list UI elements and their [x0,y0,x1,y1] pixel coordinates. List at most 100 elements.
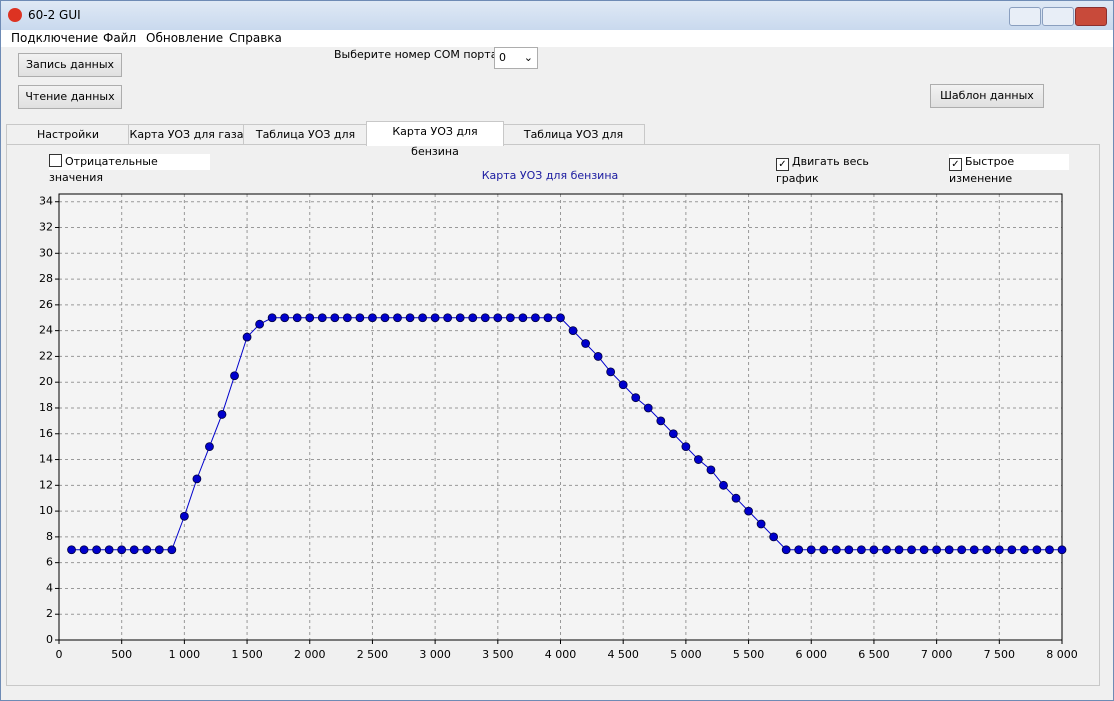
marker [932,545,942,555]
marker [1007,545,1017,555]
marker [631,393,641,403]
marker [894,545,904,555]
template-button[interactable]: Шаблон данных [930,84,1044,108]
marker [606,367,616,377]
checkbox-box: ✓ [949,158,962,171]
minimize-button[interactable] [1009,7,1041,26]
checkbox[interactable]: ✓ Быстрое изменение [949,154,1069,185]
marker [242,332,252,342]
dropdown-arrow: ⌄ [523,51,533,64]
marker [104,545,114,555]
chart-title: Карта УОЗ для бензина [482,169,619,182]
write-button[interactable]: Запись данных [18,53,122,77]
marker [493,313,503,323]
x-tick-label: 0 [56,648,63,661]
marker [668,429,678,439]
x-tick-label: 8 000 [1046,648,1078,661]
y-tick-label: 10 [39,504,53,517]
checkbox-label: Отрицательные значения [49,155,158,184]
marker [694,455,703,464]
marker [154,545,164,555]
marker [769,532,779,542]
marker [706,465,716,475]
app-icon [8,8,22,22]
marker [643,403,653,413]
menu-item[interactable]: Обновление [146,31,224,45]
marker [418,313,427,323]
menu-item[interactable]: Справка [229,31,282,45]
marker [831,545,841,555]
y-tick-label: 14 [39,453,53,466]
y-tick-label: 28 [39,272,53,285]
marker [719,480,728,490]
checkbox-label: Быстрое изменение [949,155,1015,185]
marker [556,313,565,323]
checkbox[interactable]: Отрицательные значения [49,154,210,184]
y-tick-label: 8 [46,530,53,543]
marker [819,545,829,555]
marker [380,313,390,323]
marker [117,545,127,555]
checkbox-box [49,154,62,167]
tab[interactable]: Карта УОЗ для газа [128,124,245,145]
marker [957,545,967,555]
marker [982,545,992,555]
maximize-button[interactable] [1042,7,1074,26]
x-tick-label: 5 500 [733,648,765,661]
window-title: 60-2 GUI [28,8,81,22]
marker [192,474,202,484]
marker [919,545,929,555]
y-tick-label: 26 [39,298,53,311]
com-port-value: 0 [499,51,506,64]
marker [1032,545,1042,555]
marker [731,493,741,503]
x-tick-label: 4 500 [607,648,639,661]
x-tick-label: 1 000 [169,648,201,661]
marker [330,313,340,323]
tab[interactable]: Карта УОЗ для бензина [366,121,504,158]
tab[interactable]: Таблица УОЗ для газа [243,124,368,161]
marker [79,545,89,555]
marker [944,545,954,555]
marker [568,326,578,336]
marker [656,416,666,426]
marker [1045,545,1054,555]
checkbox[interactable]: ✓ Двигать весь график [776,154,912,185]
y-tick-label: 6 [46,556,53,569]
marker [230,371,239,381]
menu-item[interactable]: Подключение [11,31,99,45]
marker [907,545,916,555]
marker [129,545,139,555]
marker [744,506,753,516]
marker [305,313,315,323]
marker [531,313,540,323]
marker [794,545,804,555]
close-button[interactable] [1075,7,1107,26]
com-port-select[interactable]: 0 ⌄ [494,47,538,69]
marker [581,339,590,348]
marker [355,313,365,323]
marker [518,313,528,323]
marker [393,313,402,323]
x-tick-label: 4 000 [545,648,577,661]
y-tick-label: 16 [39,427,53,440]
marker [806,545,816,555]
marker [781,545,791,555]
marker [844,545,854,555]
marker [969,545,979,555]
x-tick-label: 3 000 [419,648,451,661]
marker [205,442,214,452]
menu-item[interactable]: Файл [103,31,137,45]
read-button[interactable]: Чтение данных [18,85,122,109]
y-tick-label: 4 [46,581,53,594]
marker [882,545,891,555]
marker [618,380,628,390]
marker [267,313,277,323]
marker [443,313,453,323]
tab-label: Карта УОЗ для газа [129,128,244,141]
y-tick-label: 30 [39,246,53,259]
y-tick-label: 2 [46,607,53,620]
